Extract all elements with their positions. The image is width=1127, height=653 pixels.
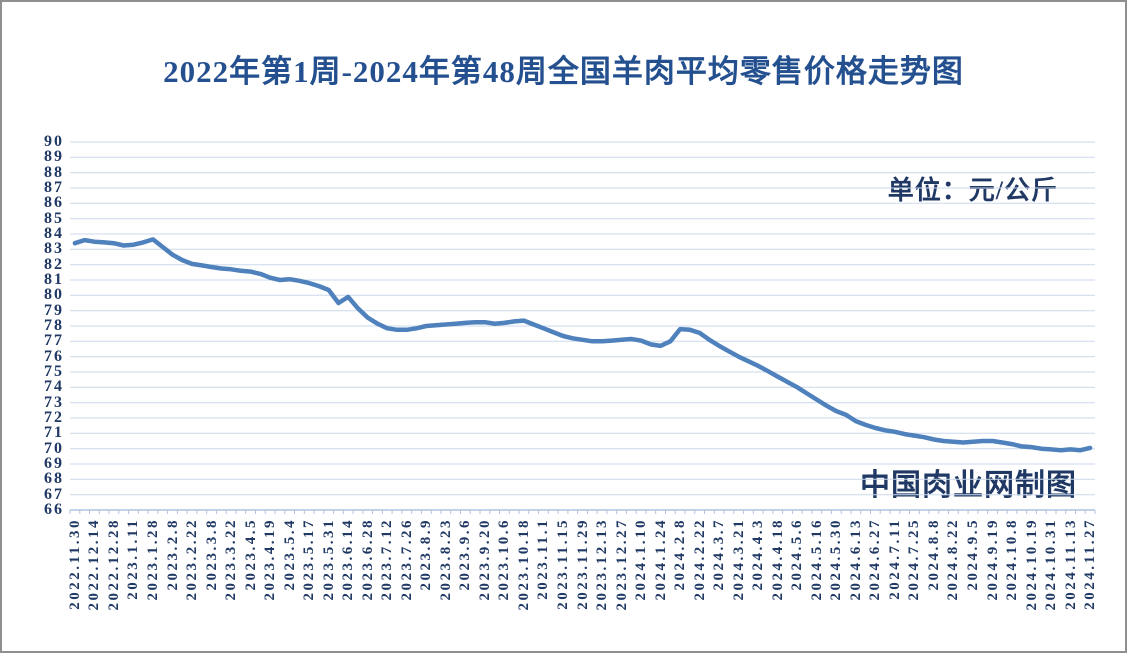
y-axis-tick-label: 81 — [44, 271, 64, 288]
x-axis-tick-label: 2024.3.21 — [730, 518, 747, 601]
x-axis-tick-label: 2024.6.13 — [847, 518, 864, 601]
x-axis-tick-label: 2023.8.23 — [437, 518, 454, 601]
x-axis-tick-label: 2023.7.26 — [398, 518, 415, 601]
x-axis-tick-label: 2023.7.12 — [379, 518, 396, 601]
x-axis-tick-label: 2024.10.8 — [1004, 518, 1021, 601]
y-axis-tick-label: 75 — [44, 363, 64, 380]
y-axis-tick-label: 79 — [44, 301, 64, 319]
x-axis-tick-label: 2024.7.11 — [886, 518, 903, 600]
x-axis-tick-label: 2023.6.14 — [340, 518, 357, 601]
x-axis-tick-label: 2024.9.5 — [964, 518, 981, 591]
y-axis-tick-label: 69 — [44, 455, 64, 472]
y-axis-tick-label: 90 — [44, 133, 64, 150]
x-axis-tick-label: 2023.4.5 — [242, 518, 259, 591]
y-axis-tick-label: 83 — [44, 240, 64, 258]
x-axis-tick-label: 2024.2.8 — [672, 518, 689, 591]
x-axis-tick-label: 2023.8.9 — [418, 518, 435, 591]
x-axis-tick-label: 2024.1.24 — [652, 518, 669, 601]
x-axis-tick-label: 2024.10.31 — [1043, 518, 1060, 611]
x-axis-tick-label: 2023.3.8 — [203, 518, 220, 591]
x-axis-tick-label: 2024.10.19 — [1023, 518, 1040, 611]
x-axis-tick-label: 2023.3.22 — [223, 518, 240, 601]
x-axis-tick-label: 2024.7.25 — [906, 518, 923, 601]
x-axis-tick-label: 2024.9.19 — [984, 518, 1001, 601]
x-axis-tick-label: 2023.11.29 — [574, 518, 591, 610]
y-axis-tick-label: 68 — [44, 470, 64, 488]
y-axis-tick-label: 67 — [44, 485, 64, 503]
x-axis-tick-label: 2024.1.10 — [633, 518, 650, 601]
y-axis-tick-label: 82 — [44, 255, 64, 273]
x-axis-tick-label: 2023.9.20 — [476, 518, 493, 601]
x-axis-tick-label: 2023.10.6 — [496, 518, 513, 601]
chart-title: 2022年第1周-2024年第48周全国羊肉平均零售价格走势图 — [163, 54, 964, 89]
x-axis-tick-label: 2024.2.22 — [691, 518, 708, 601]
x-axis-tick-label: 2024.8.8 — [925, 518, 942, 591]
x-axis-tick-label: 2024.11.27 — [1082, 518, 1099, 610]
x-axis-tick-label: 2023.12.27 — [613, 518, 630, 611]
x-axis-tick-label: 2024.4.3 — [750, 518, 767, 591]
y-axis-tick-label: 74 — [44, 378, 64, 396]
x-axis-tick-label: 2023.4.19 — [262, 518, 279, 601]
x-axis-tick-label: 2023.6.28 — [359, 518, 376, 601]
x-axis-tick-label: 2024.3.7 — [711, 518, 728, 591]
unit-label: 单位：元/公斤 — [887, 176, 1058, 205]
y-axis-tick-label: 86 — [44, 194, 64, 212]
x-axis-tick-label: 2023.11.15 — [554, 518, 571, 610]
y-axis-tick-label: 88 — [44, 163, 64, 181]
y-axis-tick-label: 87 — [44, 179, 64, 196]
x-axis-tick-label: 2022.11.30 — [66, 518, 83, 610]
y-axis-tick-label: 84 — [44, 225, 64, 242]
y-axis-tick-label: 89 — [44, 148, 64, 166]
x-axis-tick-label: 2022.12.28 — [105, 518, 122, 611]
x-axis-tick-label: 2024.11.13 — [1062, 518, 1079, 610]
watermark-label: 中国肉业网制图 — [860, 469, 1077, 502]
x-axis-tick-label: 2023.1.11 — [125, 518, 142, 600]
y-axis-tick-label: 77 — [44, 332, 64, 350]
y-axis-tick-label: 78 — [44, 317, 64, 334]
x-axis-tick-label: 2024.5.6 — [789, 518, 806, 591]
x-axis-tick-label: 2024.4.18 — [769, 518, 786, 601]
x-axis-tick-label: 2023.2.8 — [164, 518, 181, 591]
x-axis-tick-label: 2023.1.28 — [144, 518, 161, 601]
y-axis-tick-label: 70 — [44, 439, 64, 457]
y-axis-tick-label: 76 — [44, 347, 64, 365]
x-axis-tick-label: 2023.11.1 — [535, 518, 552, 600]
x-axis-tick-label: 2023.10.18 — [515, 518, 532, 611]
y-axis-tick-label: 73 — [44, 393, 64, 411]
y-axis-tick-label: 85 — [44, 209, 64, 227]
x-axis-tick-label: 2024.5.16 — [808, 518, 825, 601]
x-axis-tick-label: 2023.12.13 — [594, 518, 611, 611]
x-axis-tick-label: 2024.5.30 — [828, 518, 845, 601]
x-axis-tick-label: 2023.5.31 — [320, 518, 337, 601]
y-axis-tick-label: 71 — [44, 424, 64, 442]
y-axis-tick-label: 72 — [44, 409, 64, 426]
y-axis-tick-label: 80 — [44, 286, 64, 304]
x-axis-tick-label: 2024.8.22 — [945, 518, 962, 601]
x-axis-tick-label: 2023.9.6 — [457, 518, 474, 591]
x-axis-tick-label: 2023.2.22 — [184, 518, 201, 601]
y-axis-tick-label: 66 — [44, 501, 64, 518]
price-line — [72, 237, 1093, 453]
x-axis-tick-label: 2023.5.17 — [301, 518, 318, 601]
x-axis-tick-label: 2022.12.14 — [86, 518, 103, 611]
x-axis-tick-label: 2024.6.27 — [867, 518, 884, 601]
x-axis-tick-label: 2023.5.4 — [281, 518, 298, 591]
